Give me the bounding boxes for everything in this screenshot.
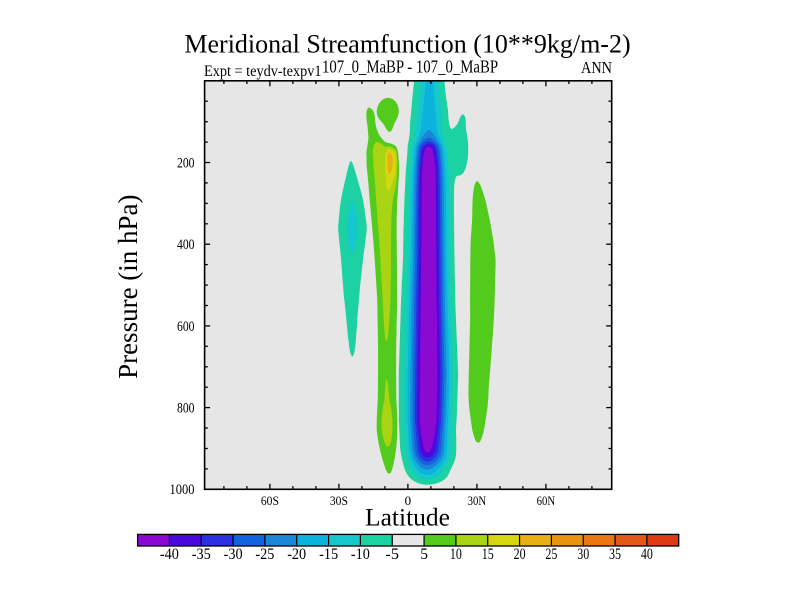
svg-text:20: 20 xyxy=(514,546,526,563)
svg-text:5: 5 xyxy=(420,546,428,563)
svg-text:30: 30 xyxy=(577,546,589,563)
svg-text:107_0_MaBP - 107_0_MaBP: 107_0_MaBP - 107_0_MaBP xyxy=(322,56,498,77)
svg-text:-25: -25 xyxy=(255,546,274,563)
svg-text:35: 35 xyxy=(609,546,621,563)
svg-text:0: 0 xyxy=(405,493,412,508)
svg-text:-15: -15 xyxy=(319,546,338,563)
svg-text:Latitude: Latitude xyxy=(365,503,450,532)
svg-text:60S: 60S xyxy=(261,493,279,508)
svg-text:600: 600 xyxy=(177,319,195,335)
svg-text:200: 200 xyxy=(177,155,195,171)
svg-text:ANN: ANN xyxy=(581,59,612,77)
svg-text:10: 10 xyxy=(450,546,462,563)
svg-text:Meridional Streamfunction (10*: Meridional Streamfunction (10**9kg/m-2) xyxy=(184,30,630,59)
svg-text:Expt = teydv-texpv1: Expt = teydv-texpv1 xyxy=(204,63,322,80)
svg-text:40: 40 xyxy=(641,546,653,563)
svg-text:30N: 30N xyxy=(468,493,487,508)
svg-text:-35: -35 xyxy=(192,546,211,563)
svg-text:-5: -5 xyxy=(385,546,399,563)
svg-text:25: 25 xyxy=(545,546,557,563)
svg-text:-20: -20 xyxy=(287,546,306,563)
svg-text:-30: -30 xyxy=(224,546,243,563)
svg-text:400: 400 xyxy=(177,237,195,253)
svg-text:Pressure (in hPa): Pressure (in hPa) xyxy=(113,194,143,378)
svg-text:-10: -10 xyxy=(351,546,370,563)
svg-text:800: 800 xyxy=(177,400,195,416)
svg-text:30S: 30S xyxy=(330,493,348,508)
svg-text:1000: 1000 xyxy=(170,482,195,498)
svg-text:-40: -40 xyxy=(160,546,179,563)
svg-text:60N: 60N xyxy=(537,493,556,508)
svg-text:15: 15 xyxy=(482,546,494,563)
